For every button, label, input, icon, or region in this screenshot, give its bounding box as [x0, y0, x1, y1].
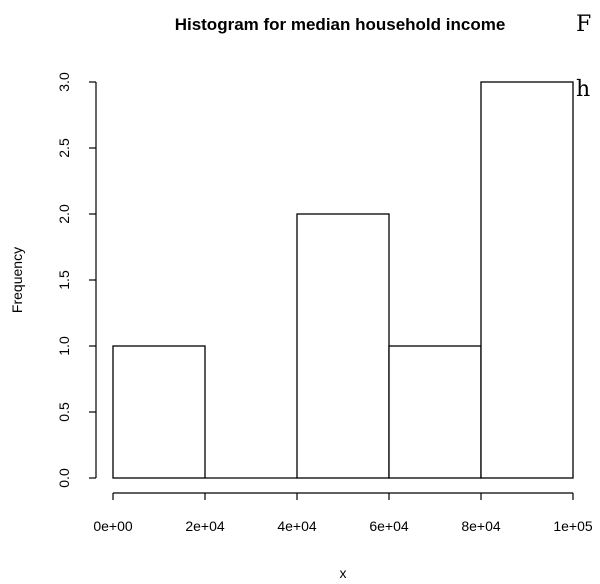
chart-title: Histogram for median household income [175, 15, 506, 34]
x-axis-label: x [340, 565, 347, 581]
x-tick-label-4: 8e+04 [461, 518, 501, 534]
y-tick-label-1: 0.5 [56, 402, 72, 422]
side-text-line-1: F [576, 12, 591, 37]
y-axis: 0.0 0.5 1.0 1.5 2.0 2.5 3.0 [56, 72, 97, 488]
x-tick-label-2: 4e+04 [277, 518, 317, 534]
bars-group [112, 81, 574, 479]
x-axis: 0e+00 2e+04 4e+04 6e+04 8e+04 1e+05 [93, 492, 593, 534]
y-tick-label-2: 1.0 [56, 336, 72, 356]
x-tick-label-0: 0e+00 [93, 518, 133, 534]
y-tick-label-4: 2.0 [56, 204, 72, 224]
y-tick-label-0: 0.0 [56, 468, 72, 488]
y-axis-label: Frequency [9, 247, 25, 313]
y-tick-label-6: 3.0 [56, 72, 72, 92]
x-tick-label-1: 2e+04 [185, 518, 225, 534]
histogram-bar-4 [480, 81, 574, 479]
histogram-bar-2 [296, 213, 390, 479]
histogram-bar-0 [112, 345, 206, 479]
histogram-bar-3 [388, 345, 482, 479]
x-tick-label-3: 6e+04 [369, 518, 409, 534]
side-text-line-2: h [576, 77, 590, 102]
y-tick-label-3: 1.5 [56, 270, 72, 290]
x-tick-label-5: 1e+05 [553, 518, 593, 534]
y-tick-label-5: 2.5 [56, 138, 72, 158]
